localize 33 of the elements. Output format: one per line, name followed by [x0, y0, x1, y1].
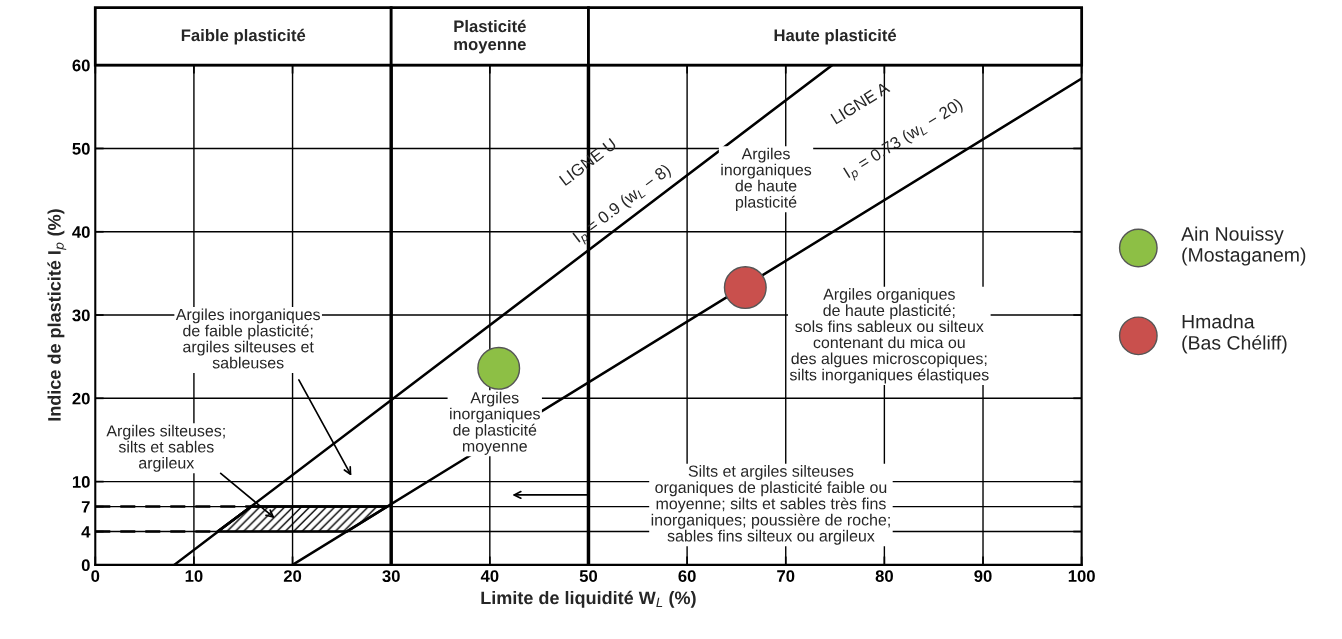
annotation: Argiles inorganiques de plasticité moyenne: [450, 391, 540, 455]
y-tick-label: 40: [72, 226, 90, 238]
text: Plasticité moyenne: [454, 19, 526, 54]
x-tick-label: 70: [777, 570, 795, 582]
x-tick-label: 100: [1068, 570, 1095, 582]
x-tick-label: 90: [974, 570, 992, 582]
legend-label: Ain Nouissy (Mostaganem): [1181, 226, 1306, 266]
x-tick-label: 50: [579, 570, 598, 582]
x-tick-label: 60: [678, 570, 696, 582]
x-tick-label: 20: [283, 570, 302, 582]
y-tick-label: 10: [72, 475, 90, 488]
y-tick-label: 50: [72, 142, 90, 155]
y-tick-label: 60: [72, 59, 90, 72]
y-tick-label: 30: [72, 309, 90, 322]
x-tick-label: 40: [480, 570, 499, 582]
legend-label: Hmadna (Bas Chéliff): [1182, 314, 1287, 354]
y-tick-label: 0: [81, 559, 90, 572]
x-axis-title: Limite de liquidité W$_{L}$ (%): [481, 590, 696, 608]
annotation: Silts et argiles silteuses organiques de plasticité faible ou moyenne; silts et sables très fins inorganiques; poussière de roche; sables fins silteux ou argileux: [651, 465, 890, 545]
y-tick-label: 7: [81, 501, 90, 513]
y-tick-label: 20: [72, 392, 90, 405]
text: Faible plasticité: [181, 28, 306, 45]
annotation: Argiles inorganiques de faible plasticité; argiles silteuses et sableuses: [175, 308, 320, 369]
y-axis-title: Indice de plasticité I$_{p}$ (%): [47, 209, 67, 421]
x-tick-label: 80: [875, 570, 893, 582]
annotation: Argiles inorganiques de haute plasticité: [721, 147, 812, 211]
text: Haute plasticité: [774, 28, 897, 45]
x-tick-label: 0: [91, 570, 100, 582]
annotation: Argiles silteuses; silts et sables argileux: [106, 424, 225, 472]
x-tick-label: 30: [382, 570, 400, 582]
annotation: Argiles organiques de haute plasticité; sols fins sableux ou silteux contenant du mica ou des algues microscopiques; silts inorganiques élastiques: [789, 288, 989, 384]
x-tick-label: 10: [185, 570, 203, 582]
y-tick-label: 4: [81, 526, 91, 538]
